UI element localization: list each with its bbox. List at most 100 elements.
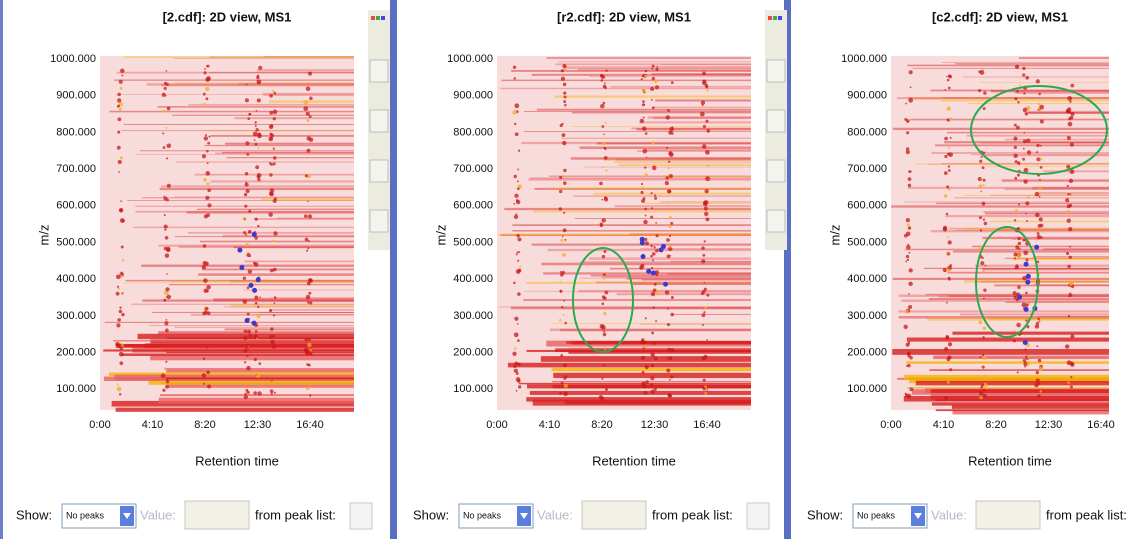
y-tick-label: 800.000 [847, 126, 887, 138]
toolbar-button[interactable] [766, 59, 786, 83]
heatmap-dot [701, 246, 705, 250]
color-icon[interactable] [773, 16, 777, 20]
heatmap-dot [1016, 252, 1022, 258]
heatmap-peak [650, 270, 656, 276]
heatmap-stripe [1001, 179, 1109, 182]
heatmap-dot [513, 214, 519, 220]
heatmap-dot [562, 228, 567, 233]
heatmap-dot [560, 76, 566, 81]
heatmap-dot [517, 339, 520, 343]
heatmap-dot [206, 162, 209, 165]
heatmap-stripe [672, 313, 751, 315]
y-tick-label: 100.000 [56, 383, 96, 395]
heatmap-stripe [139, 150, 354, 152]
heatmap-dot [944, 136, 948, 141]
heatmap-stripe [116, 71, 354, 74]
heatmap-dot [205, 195, 210, 201]
color-icon[interactable] [778, 16, 782, 20]
heatmap-stripe [564, 66, 751, 69]
toolbar-button[interactable] [369, 109, 389, 133]
value-input[interactable] [581, 500, 647, 530]
y-tick-label: 800.000 [56, 126, 96, 138]
heatmap-dot [641, 370, 645, 374]
heatmap-dot [256, 337, 259, 340]
heatmap-dot [1068, 281, 1074, 287]
heatmap-dot [257, 391, 262, 396]
heatmap-dot [1035, 370, 1040, 375]
heatmap-dot [980, 155, 983, 158]
show-select-value: No peaks [463, 510, 502, 520]
heatmap-stripe [945, 215, 1109, 218]
heatmap-dot [703, 287, 707, 291]
toolbar-button[interactable] [766, 159, 786, 183]
heatmap-dot [604, 82, 606, 85]
color-icon[interactable] [371, 16, 375, 20]
heatmap-stripe [201, 268, 354, 271]
value-input[interactable] [975, 500, 1041, 530]
heatmap-stripe [237, 82, 354, 85]
heatmap-dot [273, 231, 278, 236]
peak-list-select[interactable] [349, 502, 373, 530]
heatmap-dot [905, 150, 910, 155]
heatmap-dot [259, 296, 261, 299]
heatmap-dot [166, 183, 171, 188]
heatmap-dot [563, 363, 567, 368]
heatmap-stripe [982, 236, 1109, 240]
x-tick-label: 4:10 [933, 419, 954, 431]
heatmap-stripe [122, 282, 354, 284]
toolbar-button[interactable] [766, 109, 786, 133]
heatmap-dot [119, 306, 122, 309]
heatmap-dot [1064, 344, 1070, 349]
heatmap-dot [603, 278, 606, 281]
heatmap-dot [558, 207, 563, 211]
heatmap-dot [654, 196, 658, 200]
toolbar-button[interactable] [369, 59, 389, 83]
heatmap-stripe [904, 374, 1109, 380]
color-icon[interactable] [768, 16, 772, 20]
heatmap-stripe [907, 186, 1109, 189]
peak-list-label: from peak list: [1046, 507, 1127, 522]
heatmap-dot [248, 229, 252, 234]
heatmap-dot [256, 103, 258, 106]
heatmap-stripe [510, 306, 751, 310]
heatmap-dot [206, 182, 210, 186]
toolbar-button[interactable] [369, 209, 389, 233]
heatmap-dot [249, 255, 252, 258]
heatmap-dot [118, 393, 122, 396]
heatmap-stripe [898, 316, 1109, 319]
heatmap-peak [646, 268, 652, 274]
heatmap-stripe [209, 56, 354, 58]
heatmap-dot [308, 291, 312, 295]
peak-list-select[interactable] [746, 502, 770, 530]
heatmap-dot [946, 78, 950, 82]
heatmap-dot [982, 377, 986, 381]
heatmap-dot [1066, 218, 1071, 223]
heatmap-stripe [190, 313, 354, 316]
heatmap-stripe [204, 144, 354, 147]
heatmap-dot [604, 290, 609, 295]
heatmap-dot [670, 221, 674, 225]
heatmap-dot [905, 260, 908, 263]
color-icon[interactable] [376, 16, 380, 20]
heatmap-dot [905, 147, 910, 151]
toolbar-button[interactable] [766, 209, 786, 233]
heatmap-dot [162, 109, 166, 113]
heatmap-dot [669, 174, 673, 178]
heatmap-dot [702, 124, 707, 129]
heatmap-dot [705, 176, 711, 182]
value-input[interactable] [184, 500, 250, 530]
heatmap-peak [248, 282, 254, 288]
heatmap-stripe [541, 262, 751, 266]
y-tick-label: 800.000 [453, 126, 493, 138]
heatmap-dot [116, 383, 119, 386]
heatmap-dot [245, 188, 250, 194]
color-icon[interactable] [381, 16, 385, 20]
heatmap-stripe [263, 95, 354, 96]
heatmap-dot [256, 75, 260, 80]
heatmap-stripe [948, 227, 1109, 230]
heatmap-dot [664, 181, 669, 186]
heatmap-stripe [971, 245, 1109, 248]
heatmap-dot [979, 229, 983, 232]
heatmap-stripe [194, 173, 354, 176]
toolbar-button[interactable] [369, 159, 389, 183]
